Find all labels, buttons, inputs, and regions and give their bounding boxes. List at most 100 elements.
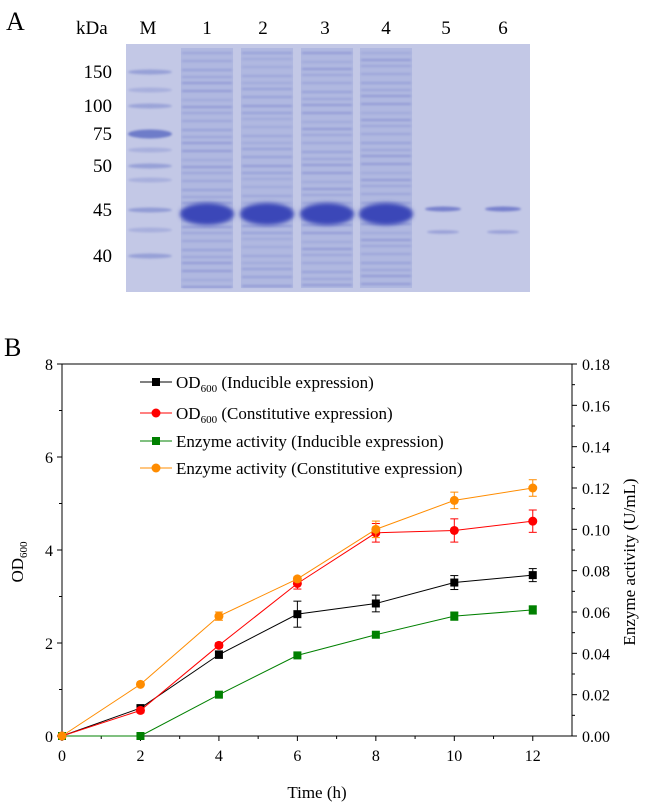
gel-lanes [181, 48, 412, 288]
faint-band [361, 95, 411, 97]
faint-band [182, 82, 232, 84]
y-left-tick-label: 0 [45, 729, 53, 746]
weak-band [427, 230, 459, 234]
faint-band [361, 142, 411, 144]
faint-band [242, 96, 292, 98]
faint-band [182, 106, 232, 108]
faint-band [182, 166, 232, 168]
faint-band [302, 254, 352, 256]
faint-band [242, 118, 292, 120]
x-tick-label: 6 [293, 748, 301, 765]
faint-band [182, 120, 232, 122]
faint-band [242, 255, 292, 257]
faint-band [302, 262, 352, 264]
faint-band [182, 270, 232, 272]
faint-band [182, 52, 232, 54]
y-right-tick-label: 0.12 [582, 481, 610, 498]
lane-label-6: 6 [498, 18, 508, 39]
faint-band [361, 262, 411, 264]
faint-band [302, 241, 352, 243]
target-band [359, 203, 413, 225]
faint-band [242, 112, 292, 114]
data-point [135, 705, 145, 715]
data-point [214, 640, 224, 650]
legend-label-sub: 600 [201, 414, 218, 426]
data-point [293, 651, 302, 660]
lane-label-4: 4 [381, 18, 391, 39]
faint-band [302, 74, 352, 76]
faint-band [361, 275, 411, 277]
x-tick-label: 4 [215, 748, 223, 765]
faint-band [302, 142, 352, 144]
faint-band [182, 189, 232, 191]
faint-band [302, 91, 352, 93]
legend-label-rest: (Constitutive expression) [217, 404, 393, 423]
faint-band [302, 104, 352, 106]
lane-labels: M 1 2 3 4 5 6 [140, 18, 508, 39]
faint-band [361, 172, 411, 174]
faint-band [182, 150, 232, 152]
legend-item-0: OD600 (Inducible expression) [140, 373, 374, 395]
faint-band [302, 82, 352, 84]
y-left-tick-label: 8 [45, 357, 53, 374]
faint-band [361, 239, 411, 241]
faint-band [182, 60, 232, 62]
faint-band [302, 128, 352, 130]
y-right-tick-label: 0.06 [582, 605, 610, 622]
legend-label-main: Enzyme activity (Constitutive expression… [176, 459, 463, 478]
legend-label-main: OD [176, 373, 201, 392]
faint-band [361, 73, 411, 75]
data-point [371, 599, 380, 608]
data-point [449, 495, 459, 505]
marker-band [128, 129, 172, 139]
legend-label-sub: 600 [201, 383, 218, 395]
faint-band [182, 262, 232, 264]
faint-band [182, 136, 232, 138]
y-axis-left-title: OD600 [8, 541, 30, 583]
data-point [450, 612, 459, 621]
faint-band [302, 271, 352, 273]
faint-band [361, 155, 411, 157]
faint-band [182, 159, 232, 161]
marker-band [128, 163, 172, 169]
faint-band [182, 69, 232, 71]
faint-band [302, 164, 352, 166]
legend-item-3: Enzyme activity (Constitutive expression… [140, 459, 463, 478]
data-point [528, 483, 538, 493]
target-band [300, 203, 354, 225]
faint-band [302, 158, 352, 160]
data-point [371, 524, 381, 534]
faint-band [182, 279, 232, 281]
faint-band [361, 179, 411, 181]
data-point [214, 690, 223, 699]
legend-marker [151, 408, 161, 418]
marker-label-100: 100 [84, 96, 113, 117]
faint-band [242, 52, 292, 54]
series-layer [57, 479, 538, 741]
faint-band [242, 58, 292, 60]
data-point [371, 630, 380, 639]
faint-band [242, 135, 292, 137]
y-left-tick-label: 4 [45, 543, 53, 560]
faint-band [182, 256, 232, 258]
legend-label-rest: (Inducible expression) [217, 373, 374, 392]
y-right-tick-label: 0.10 [582, 522, 610, 539]
series-3 [57, 479, 538, 741]
faint-band [182, 112, 232, 114]
faint-band [302, 284, 352, 286]
lane-smear [360, 48, 412, 288]
faint-band [302, 278, 352, 280]
target-band [240, 203, 294, 225]
faint-band [182, 286, 232, 288]
faint-band [242, 246, 292, 248]
faint-band [242, 172, 292, 174]
series-line [61, 520, 533, 737]
weak-band [425, 206, 461, 212]
faint-band [242, 238, 292, 240]
faint-band [361, 245, 411, 247]
faint-band [361, 125, 411, 127]
faint-band [361, 82, 411, 84]
lane-label-2: 2 [258, 18, 268, 39]
